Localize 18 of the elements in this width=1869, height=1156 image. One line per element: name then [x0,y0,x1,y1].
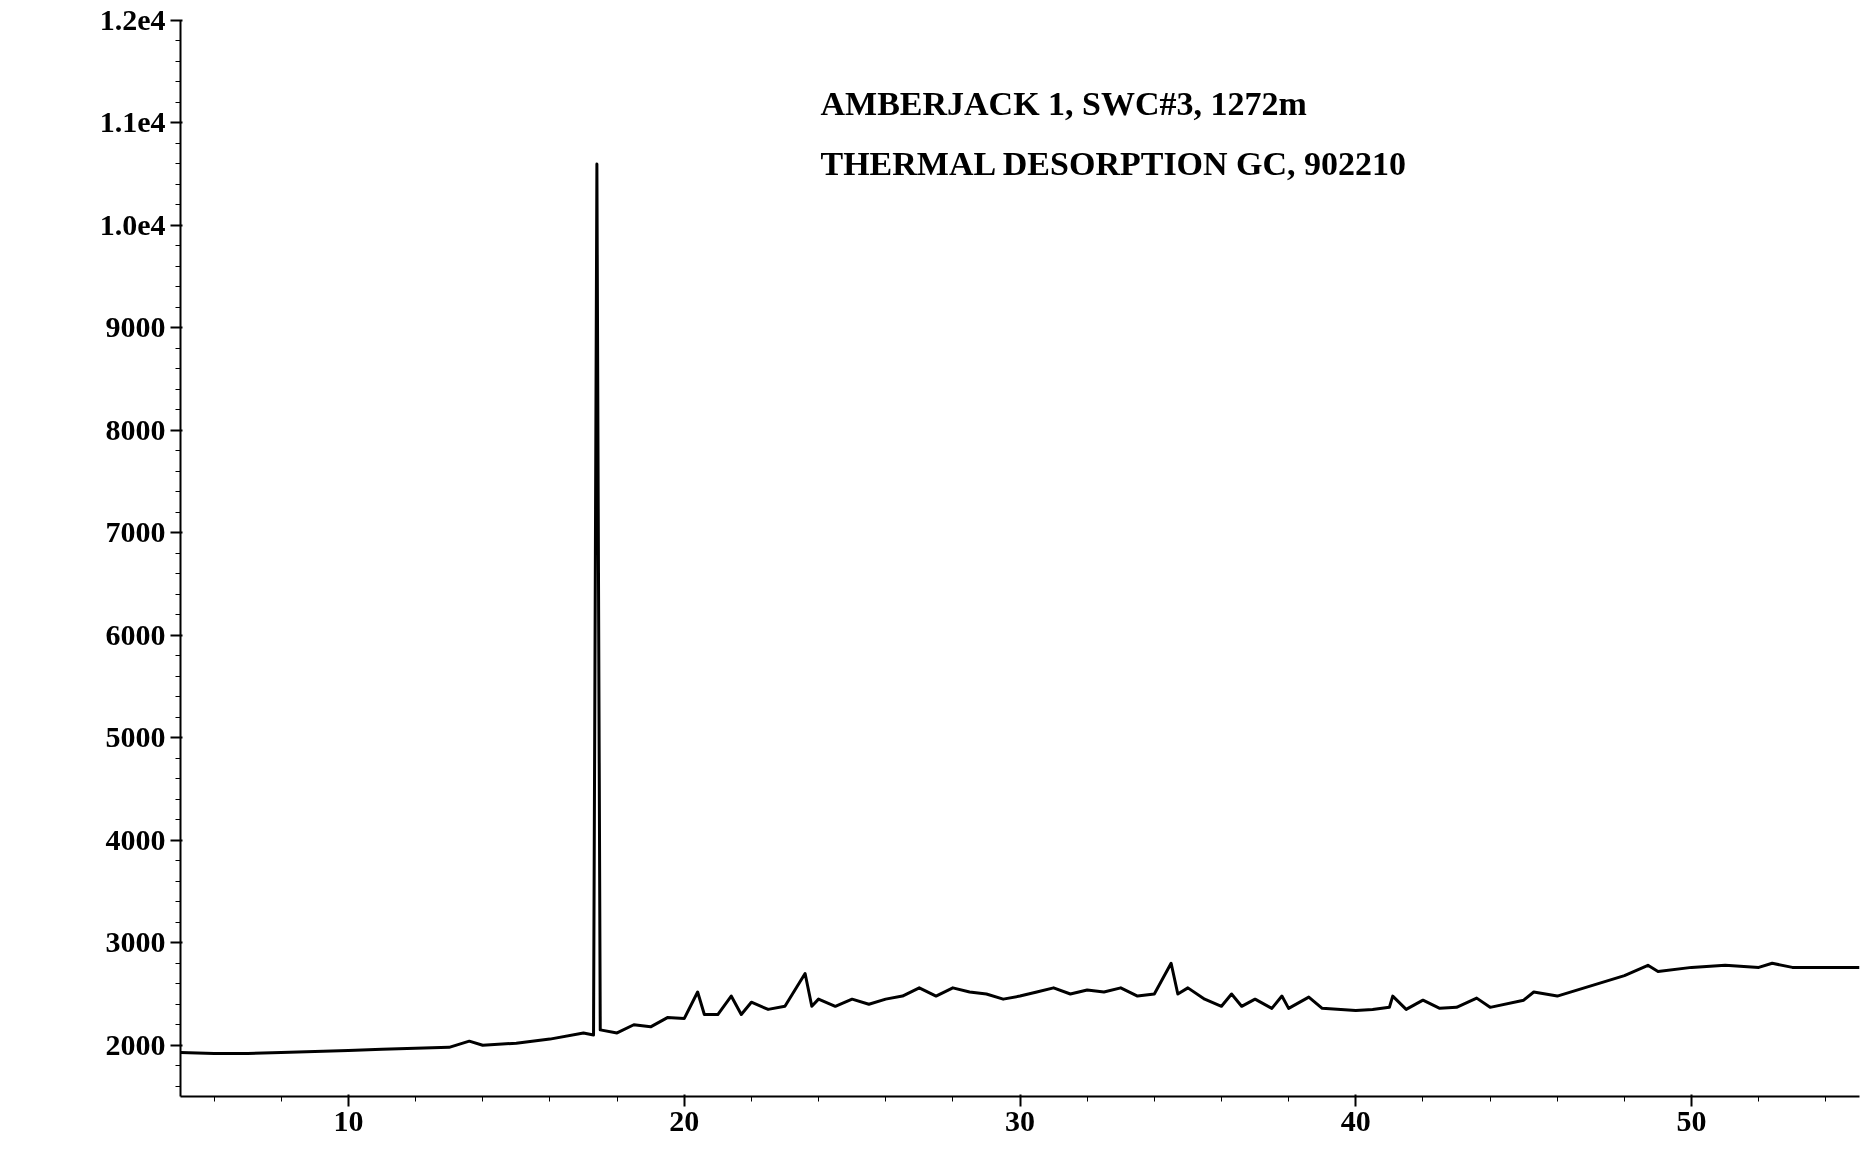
annotation: THERMAL DESORPTION GC, 902210 [820,144,1407,182]
y-tick-label: 9000 [105,310,166,344]
y-tick-label: 5000 [105,720,166,754]
x-tick-label: 10 [333,1103,364,1137]
x-tick-label: 40 [1340,1103,1371,1137]
y-tick-label: 4000 [105,822,166,856]
y-tick-label: 1.2e4 [99,3,166,36]
y-tick-label: 7000 [105,515,166,549]
y-tick-label: 2000 [105,1027,166,1061]
y-tick-label: 3000 [105,925,166,959]
annotation: AMBERJACK 1, SWC#3, 1272m [820,84,1307,122]
y-tick-label: 1.1e4 [99,105,166,139]
y-tick-label: 6000 [105,617,166,651]
x-tick-label: 30 [1005,1103,1035,1137]
x-tick-label: 50 [1676,1103,1707,1137]
x-tick-label: 20 [669,1103,700,1137]
y-tick-label: 1.0e4 [99,207,166,241]
y-tick-label: 8000 [105,412,166,446]
